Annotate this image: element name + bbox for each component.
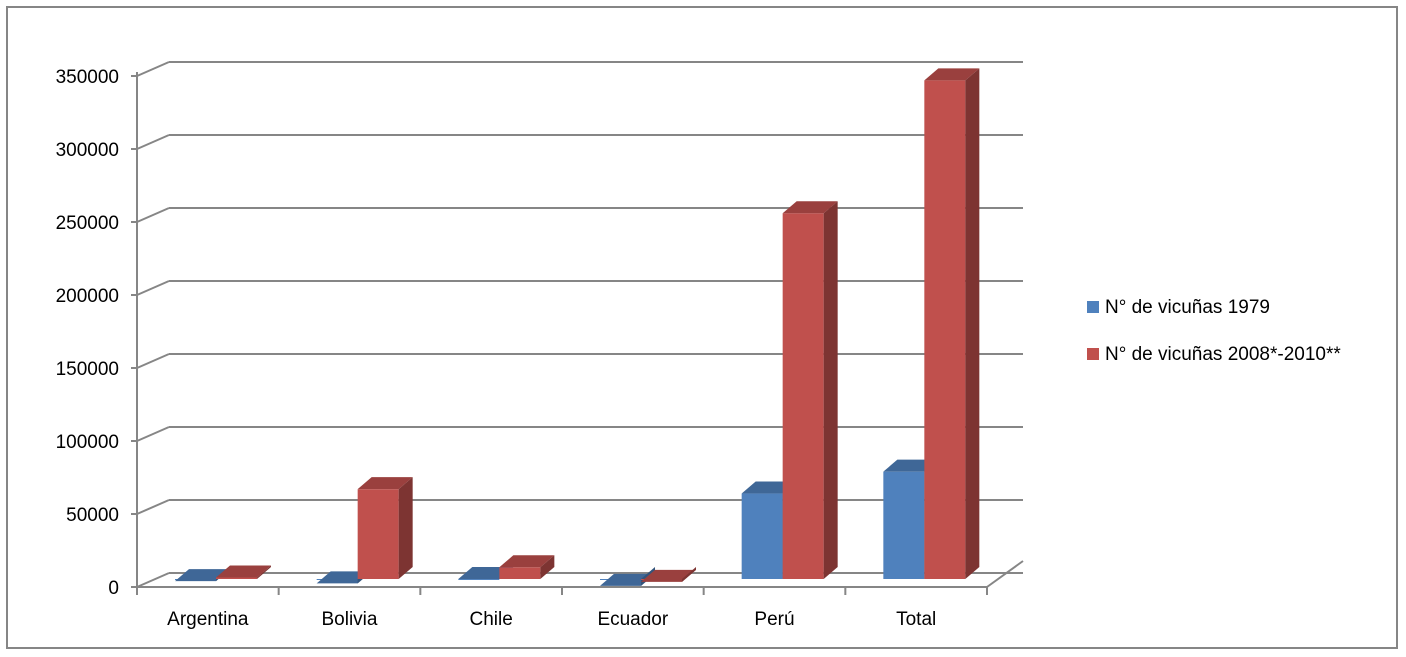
y-axis-tick-labels: 0 50000 100000 150000 200000 250000 300000 3500… xyxy=(56,67,119,599)
bar-front xyxy=(883,471,925,579)
legend-label: N° de vicuñas 1979 xyxy=(1105,297,1270,318)
y-tick-label: 300000 xyxy=(56,140,119,161)
axis-layer xyxy=(131,72,1024,595)
y-tick-label: 50000 xyxy=(66,505,119,526)
gridline-diagonal xyxy=(136,499,170,515)
bar-front xyxy=(782,213,824,580)
x-tick-label: Ecuador xyxy=(597,609,668,630)
bar-side xyxy=(823,201,838,580)
legend-swatch xyxy=(1087,348,1099,360)
bar-front xyxy=(924,80,966,579)
y-tick-label: 250000 xyxy=(56,213,119,234)
gridline-diagonal xyxy=(136,280,170,296)
y-tick-label: 200000 xyxy=(56,286,119,307)
y-tick-label: 100000 xyxy=(56,432,119,453)
bar xyxy=(357,477,413,579)
gridline-diagonal xyxy=(136,134,170,150)
legend: N° de vicuñas 1979 N° de vicuñas 2008*-20… xyxy=(1087,297,1341,365)
x-tick-label: Perú xyxy=(754,609,794,630)
chart-frame xyxy=(6,6,1398,649)
bar-top xyxy=(782,201,838,214)
y-tick-label: 0 xyxy=(108,578,119,599)
gridline-diagonal xyxy=(136,426,170,442)
bar-side xyxy=(965,68,980,579)
bar-front xyxy=(216,577,257,579)
gridline-diagonal xyxy=(136,353,170,369)
bar xyxy=(600,567,655,586)
bar-side xyxy=(398,477,413,579)
y-tick-label: 350000 xyxy=(56,67,119,88)
bar-side xyxy=(257,565,271,579)
x-tick-label: Argentina xyxy=(167,609,249,630)
x-tick-label: Bolivia xyxy=(322,609,378,630)
legend-swatch xyxy=(1087,301,1099,313)
grid-layer xyxy=(136,61,1023,588)
y-tick-label: 150000 xyxy=(56,359,119,380)
bar-top xyxy=(499,555,555,568)
bar-front xyxy=(499,567,541,579)
bar-front xyxy=(357,489,399,579)
x-tick-label: Chile xyxy=(470,609,513,630)
bar xyxy=(782,201,838,580)
bar-top xyxy=(216,565,271,578)
gridline-diagonal xyxy=(136,61,170,77)
gridline-diagonal xyxy=(136,572,170,588)
x-axis-tick-labels: Argentina Bolivia Chile Ecuador Perú Total xyxy=(167,609,936,630)
bar xyxy=(924,68,980,579)
x-tick-label: Total xyxy=(896,609,936,630)
bar-front xyxy=(741,493,783,579)
legend-label: N° de vicuñas 2008*-2010** xyxy=(1105,344,1341,365)
floor-right-edge xyxy=(986,560,1024,588)
bar-side xyxy=(540,555,555,579)
bar-top xyxy=(924,68,980,81)
bar-front xyxy=(458,578,500,580)
bars-layer xyxy=(175,68,980,586)
bar xyxy=(216,565,271,579)
bar xyxy=(641,567,696,582)
bar-top xyxy=(357,477,413,490)
legend-item: N° de vicuñas 2008*-2010** xyxy=(1087,344,1341,365)
bar-side xyxy=(682,567,696,582)
gridline-diagonal xyxy=(136,207,170,223)
bar xyxy=(499,555,555,579)
legend-item: N° de vicuñas 1979 xyxy=(1087,297,1270,318)
